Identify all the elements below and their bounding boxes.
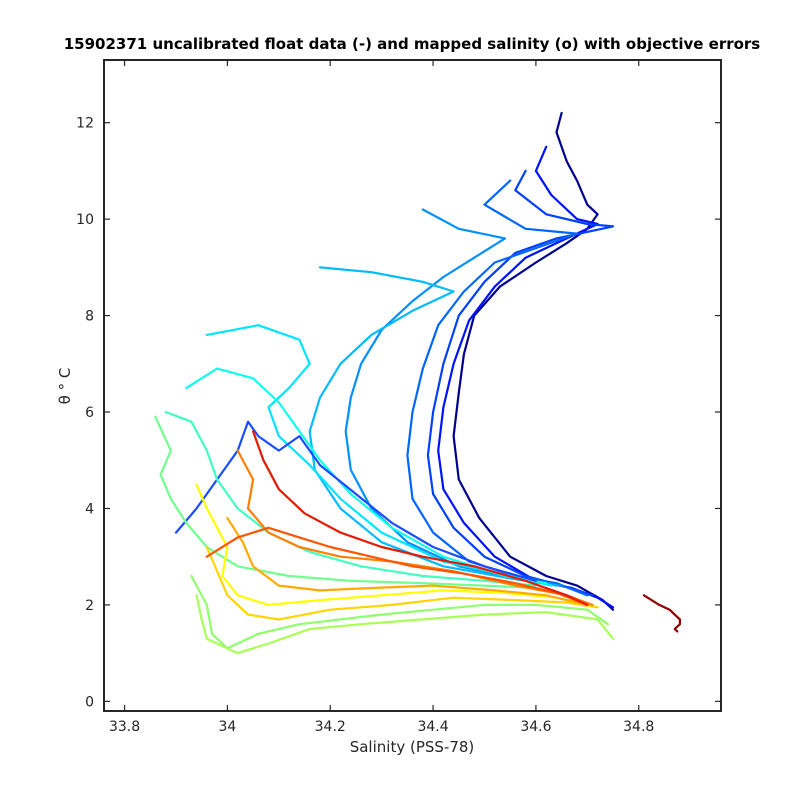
profile-line-9 (174, 420, 538, 582)
profile-line-15 (205, 545, 599, 621)
profile-line-1 (452, 111, 615, 611)
profile-line-20 (642, 594, 682, 633)
profile-line-12 (190, 574, 610, 650)
chart-title: 15902371 uncalibrated float data (-) and… (64, 35, 761, 53)
profile-line-5 (344, 208, 563, 587)
profile-line-8 (185, 367, 548, 585)
profile-line-6 (308, 266, 558, 587)
y-tick-label: 0 (85, 694, 94, 710)
profile-line-11 (154, 415, 538, 590)
profile-line-14 (195, 483, 589, 607)
profile-line-3 (426, 169, 615, 597)
x-tick-label: 34.4 (417, 719, 448, 735)
profile-line-13 (195, 594, 615, 655)
y-tick-label: 4 (85, 501, 94, 517)
profile-line-16 (226, 516, 589, 607)
y-tick-label: 8 (85, 309, 94, 325)
x-tick-label: 33.8 (109, 719, 140, 735)
tick-marks: 33.8 34 34.2 34.4 34.6 34.8 0 2 4 6 8 10 12 (76, 60, 721, 735)
series-layer (154, 111, 682, 655)
profile-line-17 (236, 449, 594, 607)
x-tick-label: 34.8 (623, 719, 654, 735)
y-tick-label: 6 (85, 405, 94, 421)
profile-line-19 (252, 430, 589, 607)
y-tick-label: 10 (76, 212, 94, 228)
x-tick-label: 34 (218, 719, 236, 735)
x-tick-label: 34.6 (520, 719, 551, 735)
profile-line-18 (205, 526, 589, 607)
y-tick-label: 2 (85, 598, 94, 614)
plot-frame (103, 59, 722, 712)
x-axis-label: Salinity (PSS-78) (350, 738, 475, 756)
y-axis-label: θ ° C (56, 368, 74, 405)
x-tick-label: 34.2 (315, 719, 346, 735)
y-tick-label: 12 (76, 116, 94, 132)
